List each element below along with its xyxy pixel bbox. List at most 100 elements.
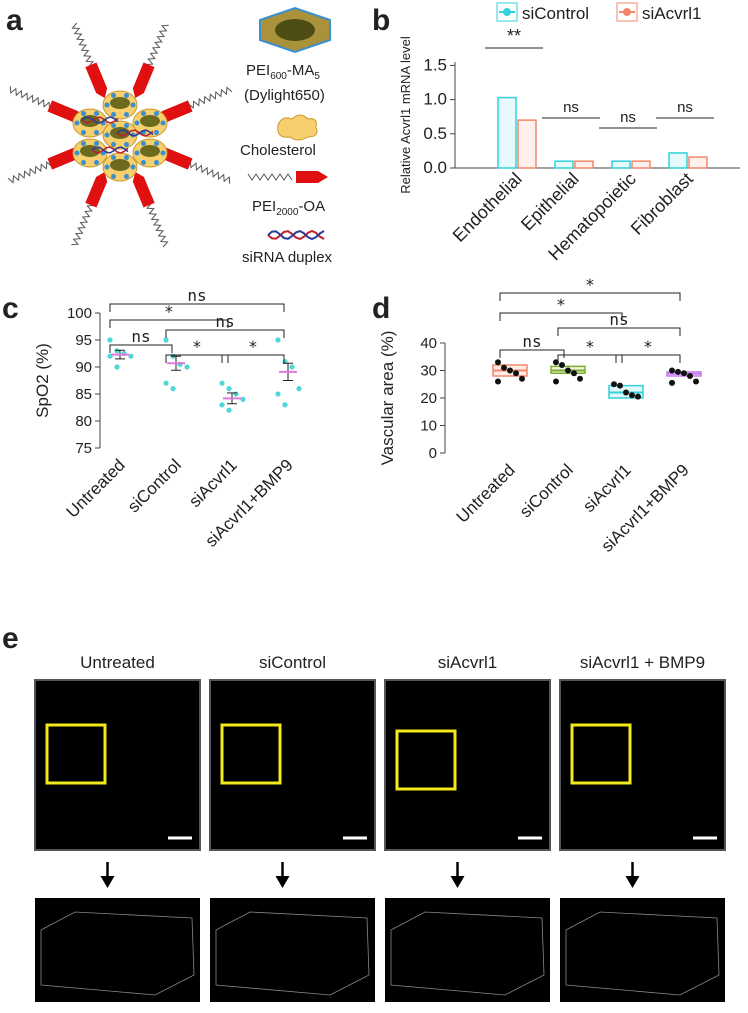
y-tick-label: 85 (75, 386, 92, 403)
sig-label: * (192, 337, 202, 356)
render-3d-signal (393, 920, 542, 990)
x-tick-label: siControl (124, 455, 185, 516)
oa-arrow (132, 171, 155, 208)
data-point (296, 386, 302, 392)
label: PEI600-MA5 (246, 62, 320, 82)
data-point (233, 391, 239, 397)
oa-arrow (132, 62, 155, 99)
data-point (513, 370, 519, 377)
lipid-tail (71, 204, 95, 246)
lipid-tail (146, 202, 169, 248)
sig-label: ns (620, 109, 636, 126)
data-point (559, 362, 565, 368)
data-point (114, 364, 120, 370)
dye (104, 164, 110, 170)
lipid-tail (7, 161, 53, 184)
image-title: siAcvrl1 + BMP9 (580, 653, 705, 672)
y-tick-label: 40 (420, 335, 437, 352)
dye (111, 174, 116, 180)
micrograph-signal (35, 680, 200, 850)
sirna (81, 116, 119, 124)
pei-core (140, 115, 160, 127)
y-tick-label: 0 (429, 445, 437, 462)
dye (124, 174, 129, 180)
panel-letter: c (2, 292, 19, 325)
pei-core (140, 145, 160, 157)
dye (81, 130, 86, 136)
render-3d-box (40, 911, 195, 996)
dye (81, 160, 86, 166)
sig-label: * (164, 302, 174, 321)
arrow-head (100, 876, 115, 888)
sig-label: * (556, 295, 566, 314)
data-point (611, 381, 617, 388)
y-tick-label: 0.5 (423, 124, 447, 143)
dye (111, 142, 116, 148)
y-tick-label: 90 (75, 359, 92, 376)
dye (124, 122, 129, 128)
cholesterol-icon (277, 114, 318, 141)
lipid-tail (145, 24, 169, 66)
data-point (553, 378, 559, 385)
arrow-head (450, 876, 465, 888)
dye (124, 142, 129, 148)
dye (124, 112, 129, 118)
panel-letter: b (372, 4, 390, 37)
roi-box (395, 729, 457, 791)
y-tick-label: 80 (75, 413, 92, 430)
bar (688, 156, 708, 169)
data-point (495, 378, 501, 385)
data-point (240, 396, 246, 402)
x-tick-label: Fibroblast (627, 169, 697, 239)
data-point (687, 373, 693, 379)
panel-letter: e (2, 622, 19, 655)
dye (94, 140, 99, 146)
label: (Dylight650) (244, 87, 325, 104)
sirna (81, 116, 119, 124)
lipid-tail (71, 22, 94, 68)
dye (74, 120, 80, 126)
dye (74, 150, 80, 156)
label: Cholesterol (240, 142, 316, 159)
micrograph-signal (210, 680, 375, 850)
dye (130, 102, 136, 108)
y-axis-label: Relative Acvrl1 mRNA level (398, 36, 413, 194)
oa-arrow (85, 171, 108, 208)
sig-bracket (499, 312, 623, 321)
data-point (693, 378, 699, 385)
x-tick-label: siAcvrl1 (579, 460, 635, 516)
sig-label: ns (609, 310, 628, 329)
x-tick-label: Untreated (63, 455, 129, 521)
oa-arrow (156, 100, 193, 123)
sig-label: * (585, 337, 595, 356)
data-point (629, 392, 635, 399)
render-3d-signal (218, 920, 367, 990)
legend-dot (503, 8, 511, 16)
sirna (116, 129, 154, 137)
dye (94, 130, 99, 136)
t: PEI (252, 198, 276, 215)
data-point (114, 348, 120, 354)
oa-arrow (47, 100, 84, 123)
sig-label: * (248, 337, 258, 356)
sig-bracket (557, 327, 681, 336)
data-point (669, 379, 675, 386)
y-axis-label: Vascular area (%) (378, 331, 397, 466)
data-point (635, 393, 641, 400)
sig-bracket (165, 329, 285, 338)
diagram-legend: PEI600-MA5 (Dylight650) Cholesterol PEI2… (240, 62, 333, 266)
sig-bracket (109, 319, 229, 328)
dye (134, 120, 140, 126)
data-point (565, 367, 571, 374)
data-point (495, 359, 501, 366)
data-point (219, 380, 225, 386)
data-point (275, 391, 281, 397)
data-point (107, 337, 113, 343)
sig-label: ns (522, 332, 541, 351)
y-tick-label: 30 (420, 363, 437, 380)
data-point (128, 353, 134, 359)
lipid-tail (187, 86, 233, 109)
image-title: siAcvrl1 (438, 653, 498, 672)
legend-label: siControl (522, 4, 589, 23)
y-tick-label: 95 (75, 332, 92, 349)
